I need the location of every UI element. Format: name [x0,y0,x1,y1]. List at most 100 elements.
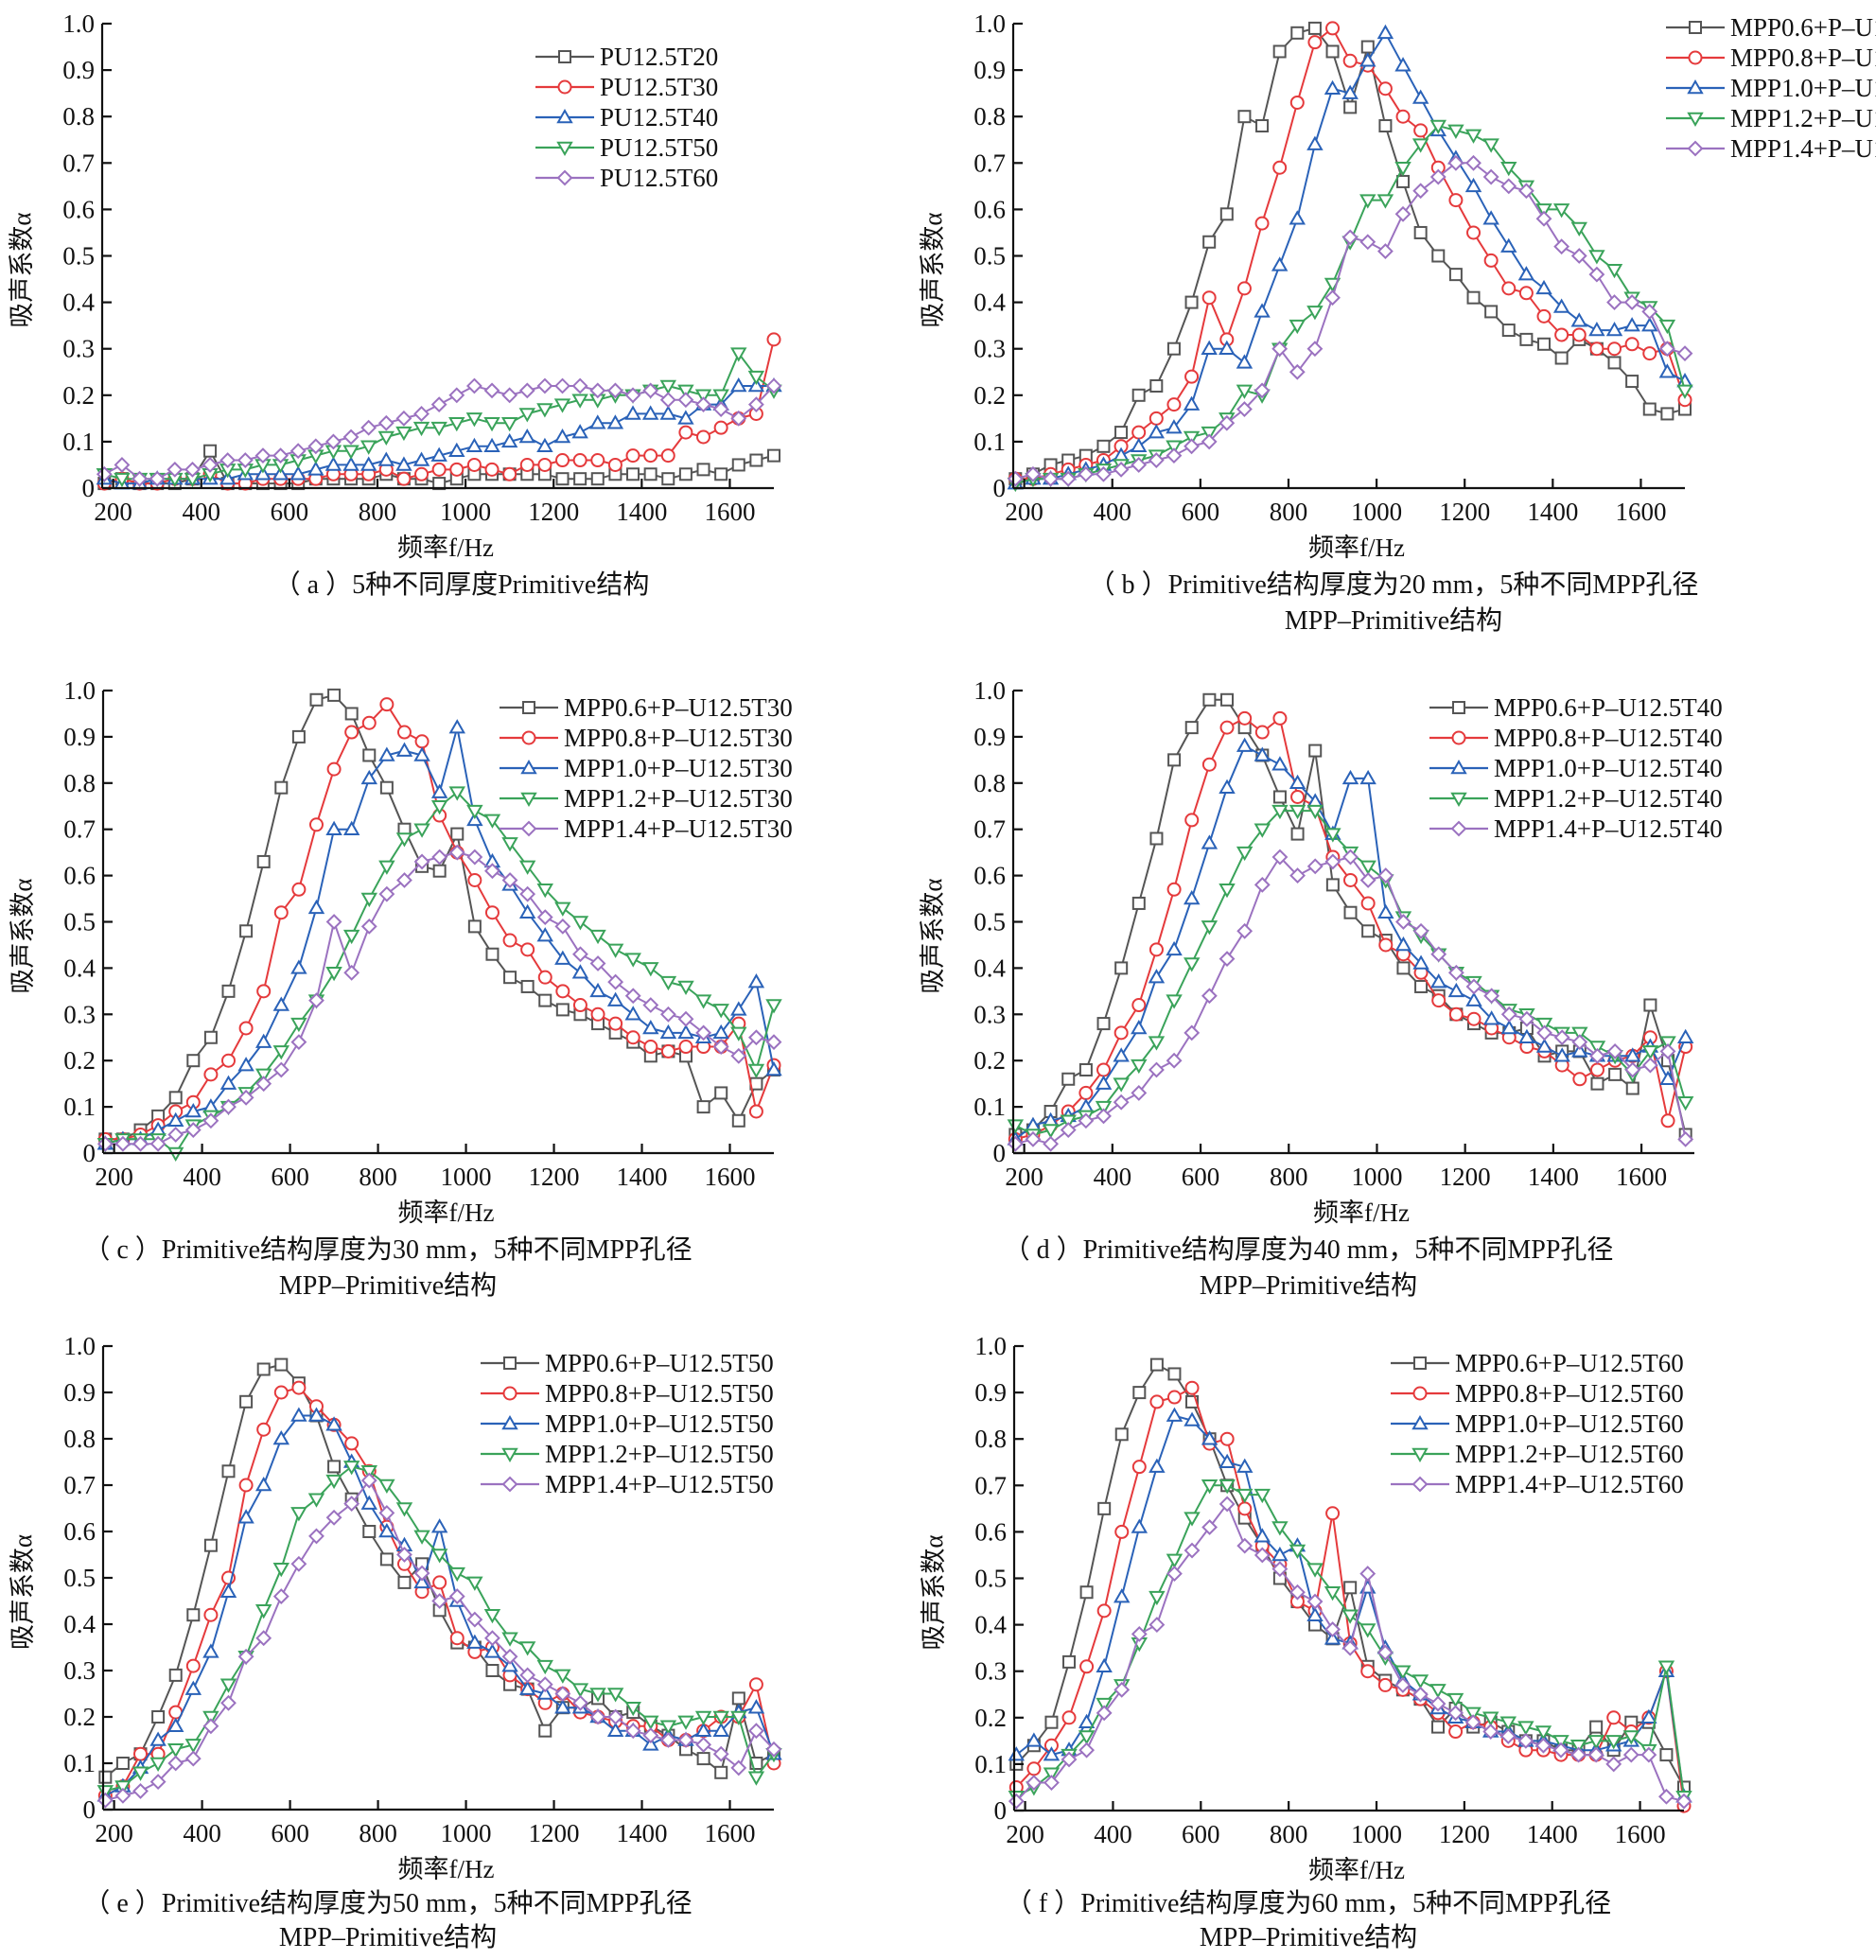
data-point-d-4-38 [1659,1036,1676,1051]
data-point-a-5-7 [202,457,219,473]
data-point-d-5-34 [1589,1047,1605,1064]
data-point-c-4-38 [747,1063,765,1078]
legend-item-a-1: PU12.5T20 [535,43,718,71]
data-point-e-4-29 [589,1688,606,1703]
data-point-a-5-15 [342,429,359,446]
x-tick-label-b-4: 1000 [1351,498,1402,526]
data-point-b-1-15 [1255,119,1270,133]
data-point-a-1-27 [555,472,570,486]
legend-marker-d-2 [1451,730,1466,745]
data-point-c-2-17 [379,697,394,712]
data-point-a-1-39 [767,448,780,463]
legend-item-f-1: MPP0.6+P–U12.5T60 [1391,1349,1684,1377]
data-point-e-3-27 [554,1699,571,1714]
data-point-b-2-28 [1483,253,1499,268]
data-point-f-1-7 [1114,1427,1129,1442]
data-point-a-2-29 [590,453,605,468]
data-point-a-1-28 [573,472,587,486]
data-point-a-3-18 [395,456,412,471]
data-point-d-4-34 [1588,1041,1606,1056]
data-point-b-2-37 [1642,346,1657,361]
data-point-b-2-30 [1518,286,1534,301]
data-point-b-1-17 [1290,26,1305,40]
data-point-d-3-10 [1166,940,1183,956]
x-tick-label-d-3: 800 [1270,1163,1308,1191]
data-point-b-2-20 [1342,53,1358,68]
data-point-a-5-13 [307,438,324,455]
data-point-a-3-15 [342,456,359,471]
data-point-d-1-18 [1308,744,1323,758]
data-point-d-2-11 [1184,813,1200,828]
data-point-b-5-15 [1254,382,1271,399]
data-point-c-4-12 [290,1017,307,1033]
data-point-c-5-3 [132,1135,149,1152]
data-point-c-4-36 [712,1004,729,1019]
data-point-b-4-10 [1166,440,1183,455]
data-point-d-1-35 [1608,1067,1622,1081]
data-point-c-5-30 [607,973,624,990]
data-point-a-5-29 [589,382,606,399]
data-point-d-3-30 [1518,1028,1535,1043]
data-point-a-1-31 [626,467,640,481]
y-tick-label-f-8: 0.8 [974,1425,1007,1453]
data-point-d-4-31 [1535,1017,1553,1033]
data-point-b-2-23 [1395,109,1411,124]
data-point-f-5-11 [1183,1542,1201,1559]
data-point-f-3-16 [1271,1546,1289,1562]
data-point-f-5-20 [1341,1639,1359,1656]
data-point-c-1-14 [327,688,342,702]
y-tick-label-c-5: 0.5 [63,908,96,936]
data-point-c-1-21 [450,827,465,841]
x-tick-label-a-1: 400 [183,498,221,526]
data-point-c-5-28 [572,946,588,963]
data-point-f-4-9 [1148,1590,1166,1606]
data-point-c-3-14 [325,820,342,835]
data-point-e-5-18 [396,1547,412,1563]
data-point-c-4-37 [730,1026,747,1041]
data-point-c-5-27 [554,918,571,935]
y-tick-label-e-7: 0.7 [63,1471,96,1499]
data-point-f-5-27 [1464,1714,1482,1731]
data-point-e-4-24 [501,1632,518,1647]
data-point-f-2-26 [1448,1724,1464,1740]
data-point-c-5-6 [184,1122,202,1138]
y-tick-label-e-5: 0.5 [63,1564,96,1592]
data-point-d-5-37 [1641,1057,1658,1074]
data-point-f-5-12 [1201,1519,1219,1535]
data-point-d-3-31 [1535,1038,1553,1053]
data-point-c-1-16 [362,748,377,762]
data-point-f-5-26 [1447,1705,1464,1722]
data-point-a-3-14 [324,456,342,471]
legend-label-e-2: MPP0.8+P–U12.5T50 [545,1379,774,1408]
data-point-c-3-38 [747,973,765,989]
data-point-a-4-17 [377,430,395,446]
data-point-c-4-28 [571,916,589,931]
y-tick-label-b-1: 0.1 [973,428,1006,456]
y-tick-label-f-9: 0.9 [974,1378,1007,1407]
data-point-a-5-8 [219,452,237,468]
data-point-c-1-12 [291,729,306,744]
data-point-e-5-19 [413,1565,430,1582]
x-tick-label-f-1: 400 [1094,1820,1132,1848]
data-point-d-3-21 [1359,769,1376,785]
data-point-e-2-20 [432,1575,447,1590]
data-point-b-3-9 [1148,424,1166,439]
data-point-e-4-21 [448,1566,465,1583]
x-tick-label-a-7: 1600 [704,498,755,526]
data-point-c-3-10 [254,1033,272,1048]
data-point-a-5-4 [149,470,166,487]
data-point-a-5-32 [642,382,659,399]
data-point-f-3-18 [1306,1606,1324,1622]
data-point-a-5-22 [465,377,482,394]
y-tick-label-f-10: 1.0 [974,1332,1007,1360]
data-point-a-5-39 [765,377,782,394]
data-point-c-1-5 [168,1091,183,1105]
data-point-e-4-27 [554,1669,571,1684]
data-point-b-5-20 [1341,229,1359,246]
data-point-e-3-36 [712,1722,729,1737]
data-point-e-5-27 [554,1686,571,1702]
data-point-b-5-16 [1271,341,1289,358]
data-point-a-5-26 [536,377,553,394]
data-point-e-5-37 [730,1759,747,1776]
data-point-e-2-38 [748,1677,763,1692]
